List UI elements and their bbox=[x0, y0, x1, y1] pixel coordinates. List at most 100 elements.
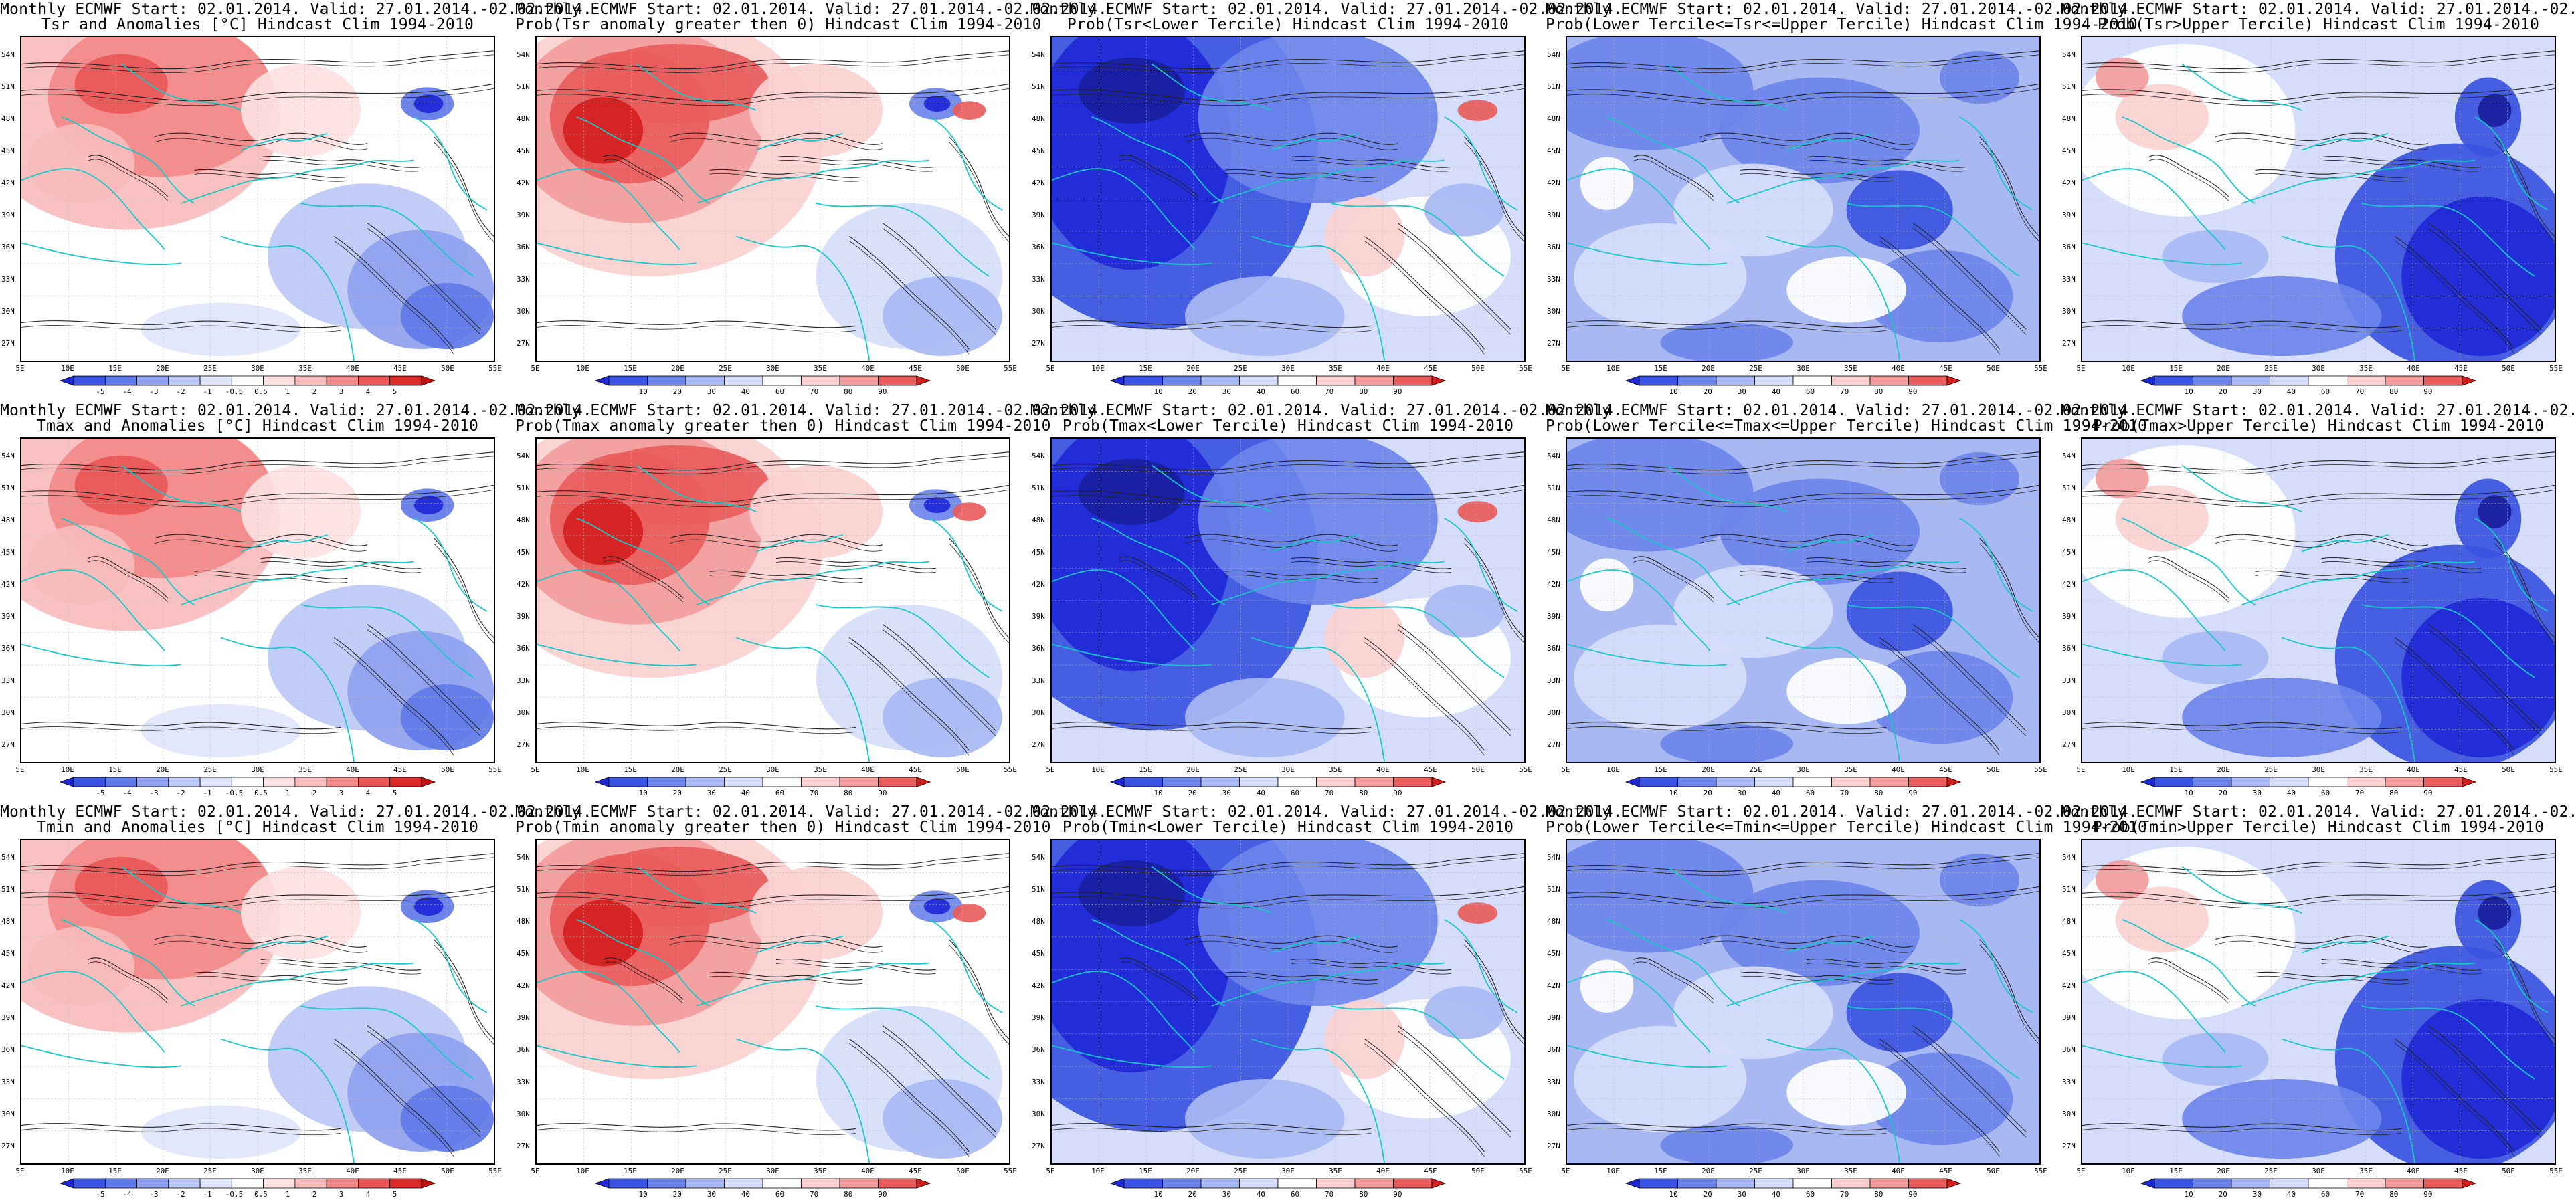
isotherm-contour bbox=[2321, 561, 2482, 573]
triangle-left-icon bbox=[59, 375, 74, 386]
isotherm-contour bbox=[1397, 223, 1511, 330]
shaded-region bbox=[1720, 478, 1920, 585]
isotherm-contour bbox=[2215, 539, 2429, 552]
longitude-label: 45E bbox=[2454, 1167, 2468, 1175]
coastline bbox=[2474, 518, 2549, 612]
longitude-label: 55E bbox=[2549, 765, 2563, 774]
colorbar-tick-label: 60 bbox=[1805, 789, 1815, 797]
map-field bbox=[2082, 840, 2555, 1163]
isotherm-contour bbox=[2148, 560, 2229, 603]
isotherm-contour bbox=[775, 155, 936, 168]
shaded-region bbox=[27, 926, 135, 1006]
triangle-left-icon bbox=[1625, 1178, 1640, 1189]
isotherm-contour bbox=[154, 534, 368, 546]
isotherm-contour bbox=[1912, 228, 2027, 335]
colorbar-tick-label: -2 bbox=[176, 387, 185, 396]
colorbar-tick-label: 90 bbox=[1908, 387, 1918, 396]
coastline bbox=[413, 518, 488, 612]
colorbar-cell bbox=[1831, 375, 1871, 386]
latitude-label: 27N bbox=[517, 1142, 530, 1150]
isotherm-contour bbox=[2395, 642, 2515, 756]
longitude-label: 5E bbox=[1561, 1167, 1570, 1175]
isotherm-contour bbox=[194, 574, 348, 583]
colorbar-tick-label: 5 bbox=[392, 387, 397, 396]
longitude-label: 50E bbox=[1987, 1167, 2000, 1175]
coastline bbox=[929, 518, 1003, 612]
coastline bbox=[2082, 643, 2242, 667]
isotherm-contour bbox=[1118, 556, 1199, 599]
longitude-label: 55E bbox=[1519, 364, 1532, 373]
isotherm-contour bbox=[1118, 560, 1199, 603]
latitude-label: 51N bbox=[1032, 484, 1045, 492]
isotherm-contour bbox=[2215, 534, 2429, 546]
isotherm-contour bbox=[260, 155, 421, 168]
map-panel: Monthly ECMWF Start: 02.01.2014. Valid: … bbox=[1030, 401, 1623, 803]
latitude-label: 54N bbox=[1, 452, 15, 460]
map-area bbox=[1050, 839, 1526, 1165]
longitude-label: 15E bbox=[1654, 364, 1667, 373]
isotherm-contour bbox=[1052, 726, 1372, 734]
coastline bbox=[2474, 116, 2549, 211]
shaded-region bbox=[1866, 249, 2013, 343]
coastline bbox=[2181, 63, 2302, 111]
triangle-right-icon bbox=[421, 375, 436, 386]
shaded-region bbox=[2182, 1079, 2382, 1159]
coastline bbox=[1959, 919, 2033, 1013]
longitude-label: 10E bbox=[2122, 364, 2135, 373]
isotherm-contour bbox=[21, 54, 494, 73]
coastline bbox=[1091, 919, 1225, 1007]
longitude-label: 25E bbox=[1234, 765, 1247, 774]
colorbar-tick-label: 60 bbox=[775, 387, 785, 396]
latitude-label: 36N bbox=[2062, 644, 2076, 653]
shaded-region bbox=[1198, 439, 1438, 605]
coastline bbox=[2241, 159, 2475, 204]
isotherm-contour bbox=[1118, 961, 1199, 1004]
longitude-label: 10E bbox=[576, 364, 589, 373]
colorbar-cell bbox=[1792, 777, 1832, 787]
longitude-label: 50E bbox=[1471, 1167, 1485, 1175]
shaded-region bbox=[413, 496, 444, 515]
isotherm-contour bbox=[2255, 971, 2409, 981]
colorbar-tick-label: 80 bbox=[844, 789, 853, 797]
longitude-label: 40E bbox=[346, 364, 359, 373]
colorbar-cell bbox=[2308, 375, 2347, 386]
latitude-label: 45N bbox=[1, 548, 15, 557]
isotherm-contour bbox=[669, 132, 883, 145]
shaded-region bbox=[400, 282, 494, 350]
coastline bbox=[1091, 116, 1225, 204]
colorbar-cell bbox=[1908, 1178, 1948, 1189]
shaded-region bbox=[1846, 973, 1953, 1053]
colorbar-cell bbox=[878, 1178, 917, 1189]
shaded-region bbox=[883, 1079, 1003, 1159]
colorbar-tick-label: 4 bbox=[365, 789, 371, 797]
isotherm-contour bbox=[1740, 169, 1894, 178]
isotherm-contour bbox=[2427, 1025, 2542, 1132]
colorbar-tick-label: -1 bbox=[203, 1190, 212, 1199]
shaded-region bbox=[1786, 256, 1907, 323]
longitude-label: 30E bbox=[766, 1167, 779, 1175]
colorbar-tick-label: 30 bbox=[707, 387, 716, 396]
longitude-label: 40E bbox=[1892, 765, 1905, 774]
colorbar-tick-label: 0.5 bbox=[254, 387, 268, 396]
colorbar-cell bbox=[2193, 1178, 2232, 1189]
isotherm-contour bbox=[2395, 236, 2515, 350]
isotherm-contour bbox=[1364, 1043, 1485, 1157]
colorbar-cell bbox=[1792, 1178, 1832, 1189]
shaded-region bbox=[74, 54, 168, 114]
coastline bbox=[755, 132, 843, 151]
latitude-label: 36N bbox=[1, 644, 15, 653]
latitude-label: 45N bbox=[517, 949, 530, 958]
colorbar-cell bbox=[389, 375, 422, 386]
isotherm-contour bbox=[1699, 940, 1914, 953]
coastline bbox=[1726, 159, 1960, 204]
colorbar-cell bbox=[136, 1178, 169, 1189]
coastline bbox=[2082, 1045, 2242, 1068]
longitude-label: 20E bbox=[1701, 765, 1715, 774]
map-area bbox=[20, 839, 495, 1165]
shaded-region bbox=[1660, 322, 1794, 361]
colorbar-tick-label: 20 bbox=[1188, 387, 1197, 396]
longitude-label: 30E bbox=[766, 765, 779, 774]
colorbar-cell bbox=[1869, 777, 1909, 787]
colorbar-tick-label: 80 bbox=[2389, 1190, 2399, 1199]
isotherm-contour bbox=[1567, 83, 2039, 102]
